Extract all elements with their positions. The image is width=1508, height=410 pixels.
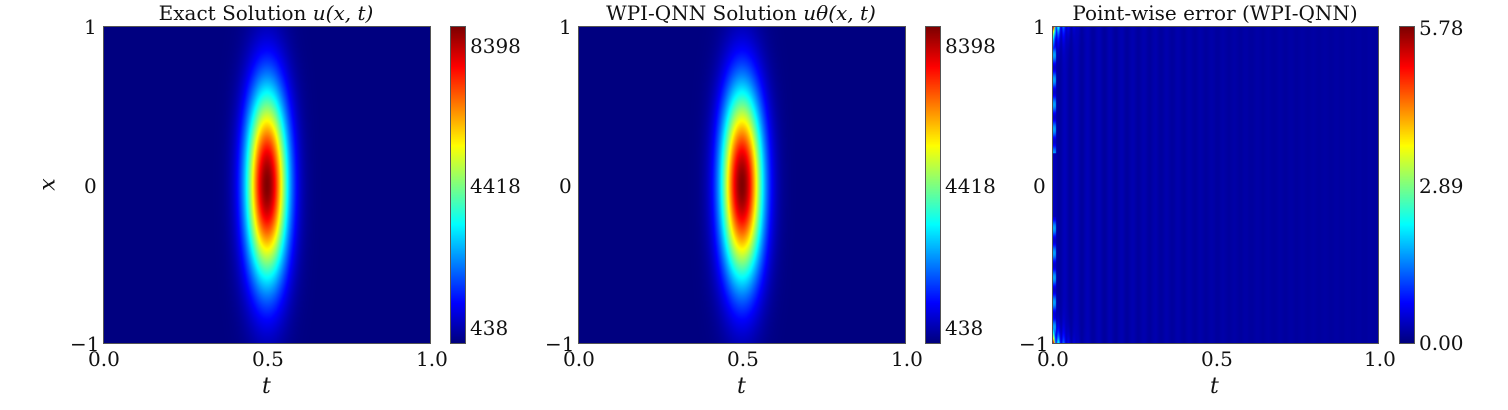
colorbar-tick-label: 4418 xyxy=(945,174,996,198)
chart-title: Point-wise error (WPI-QNN) xyxy=(1072,1,1358,25)
y-tick-label: 1 xyxy=(559,15,572,39)
colorbar-gradient xyxy=(926,27,940,343)
heatmap-axes xyxy=(578,26,906,344)
x-tick-label: 0.5 xyxy=(252,347,284,371)
y-tick-label: 1 xyxy=(84,15,97,39)
chart-title: Exact Solution u(x, t) xyxy=(158,1,374,25)
heatmap-axes xyxy=(1052,26,1379,344)
y-tick-label: 1 xyxy=(1033,15,1046,39)
x-tick-label: 0.0 xyxy=(88,347,120,371)
colorbar-gradient xyxy=(451,27,465,343)
x-tick-label: 1.0 xyxy=(416,347,448,371)
x-tick-label: 0.5 xyxy=(727,347,759,371)
x-axis-label: t xyxy=(262,374,271,399)
colorbar-tick-label: 5.78 xyxy=(1419,16,1464,40)
y-axis-label: x xyxy=(35,178,61,191)
chart-title: WPI-QNN Solution uθ(x, t) xyxy=(606,1,876,25)
colorbar xyxy=(1399,26,1415,344)
x-axis-label: t xyxy=(737,374,746,399)
x-tick-label: 0.0 xyxy=(1037,347,1069,371)
colorbar xyxy=(925,26,941,344)
heatmap-axes xyxy=(103,26,431,344)
colorbar-tick-label: 4418 xyxy=(470,174,521,198)
x-tick-label: 1.0 xyxy=(1364,347,1396,371)
colorbar-tick-label: 438 xyxy=(470,316,509,340)
y-tick-label: 0 xyxy=(559,174,572,198)
heatmap-exact xyxy=(104,27,430,343)
y-tick-label: −1 xyxy=(545,332,575,356)
heatmap-wpi-qnn xyxy=(579,27,905,343)
x-tick-label: 1.0 xyxy=(891,347,923,371)
colorbar-tick-label: 2.89 xyxy=(1419,174,1464,198)
x-tick-label: 0.5 xyxy=(1201,347,1233,371)
y-tick-label: 0 xyxy=(84,174,97,198)
colorbar-tick-label: 8398 xyxy=(470,34,521,58)
x-tick-label: 0.0 xyxy=(563,347,595,371)
y-tick-label: −1 xyxy=(70,332,100,356)
colorbar xyxy=(450,26,466,344)
colorbar-tick-label: 0.00 xyxy=(1419,331,1464,355)
colorbar-tick-label: 438 xyxy=(945,316,984,340)
x-axis-label: t xyxy=(1210,374,1219,399)
y-tick-label: −1 xyxy=(1019,332,1049,356)
heatmap-error xyxy=(1053,27,1378,343)
colorbar-tick-label: 8398 xyxy=(945,34,996,58)
y-tick-label: 0 xyxy=(1033,174,1046,198)
colorbar-gradient xyxy=(1400,27,1414,343)
